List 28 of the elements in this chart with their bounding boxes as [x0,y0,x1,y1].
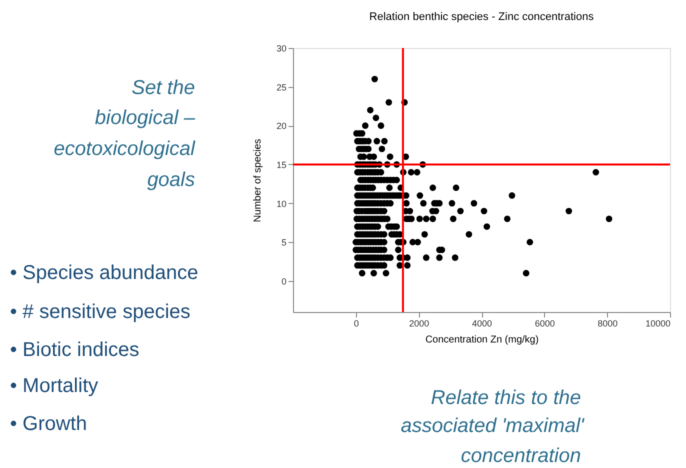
y-tick-label: 20 [276,121,286,132]
text: • Biotic indices [10,339,140,361]
y-axis-title: Number of species [252,138,264,222]
text: associated 'maximal' [400,415,586,437]
y-tick-label: 0 [281,276,286,286]
text: • Growth [10,413,88,435]
chart-title: Relation benthic species - Zinc concentrations [369,11,594,23]
text: biological – [94,107,196,129]
x-tick-label: 0 [354,318,359,328]
text: • Mortality [10,375,98,397]
x-axis-title: Concentration Zn (mg/kg) [425,334,539,346]
text: • # sensitive species [10,301,190,323]
y-tick-label: 10 [276,198,286,209]
x-tick-label: 10000 [645,318,670,328]
x-tick-label: 4000 [472,318,492,328]
text: Relate this to the [430,387,581,409]
x-tick-label: 6000 [534,318,555,328]
x-tick-label: 8000 [598,318,618,328]
y-tick-label: 5 [281,238,286,248]
text: concentration [460,445,581,467]
text: • Species abundance [10,262,198,284]
text: Set the [132,77,195,99]
y-tick-label: 15 [276,160,286,170]
text: goals [147,169,195,191]
x-tick-label: 2000 [409,318,430,328]
text: ecotoxicological [54,138,196,160]
y-tick-label: 30 [276,44,286,54]
y-tick-label: 25 [276,82,286,92]
